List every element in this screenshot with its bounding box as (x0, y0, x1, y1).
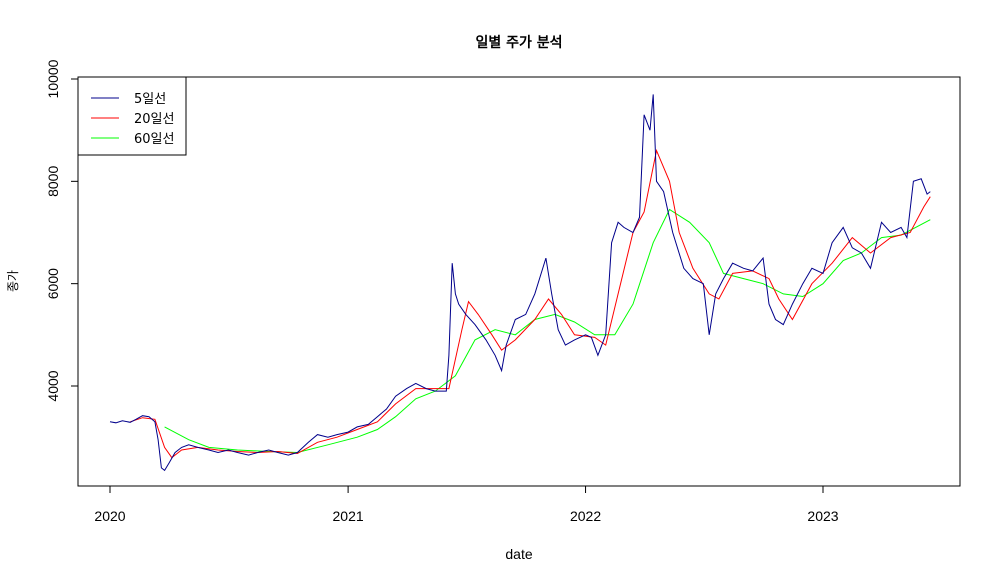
plot-frame (77, 76, 961, 487)
series-layer (109, 94, 931, 472)
y-tick-label: 8000 (45, 166, 61, 197)
legend: 5일선 20일선 60일선 (77, 76, 187, 156)
legend-label: 60일선 (134, 132, 174, 147)
x-tick-label: 2020 (94, 508, 125, 524)
y-tick-label: 6000 (45, 268, 61, 299)
chart-title: 일별 주가 분석 (475, 34, 562, 51)
x-tick-label: 2023 (807, 508, 838, 524)
legend-box (77, 76, 187, 156)
series-line-ma5 (109, 94, 931, 472)
x-tick-label: 2022 (570, 508, 601, 524)
y-axis-label: 종가 (6, 270, 20, 292)
x-axis: 2020 2021 2022 2023 (94, 485, 839, 524)
series-line-ma20 (130, 148, 931, 459)
x-tick-label: 2021 (333, 508, 364, 524)
x-axis-label: date (505, 546, 532, 562)
legend-label: 20일선 (134, 112, 174, 127)
y-tick-label: 10000 (45, 59, 61, 98)
y-tick-label: 4000 (45, 370, 61, 401)
y-axis: 4000 6000 8000 10000 (45, 59, 79, 402)
legend-label: 5일선 (134, 92, 166, 107)
series-line-ma60 (164, 208, 931, 454)
